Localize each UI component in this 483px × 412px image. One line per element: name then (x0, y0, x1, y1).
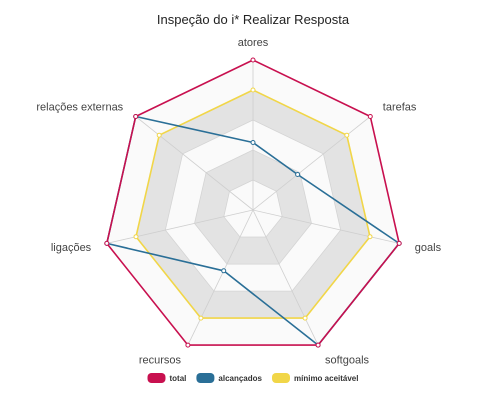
spoke-4 (187, 209, 254, 346)
spoke-5 (106, 209, 254, 244)
spoke-3 (252, 209, 319, 346)
legend-item-total[interactable]: total (147, 373, 187, 383)
series-mínimo-aceitável (133, 87, 373, 321)
legend-label: mínimo aceitável (294, 374, 358, 383)
legend-item-alcançados[interactable]: alcançados (196, 373, 263, 383)
data-point (302, 315, 308, 321)
legend-label: alcançados (218, 374, 262, 383)
legend-item-mínimo-aceitável[interactable]: mínimo aceitável (272, 373, 358, 383)
data-point (250, 140, 256, 145)
chart-title: Inspeção do i* Realizar Resposta (157, 12, 350, 27)
spoke-2 (252, 209, 400, 244)
series-total (104, 57, 402, 348)
data-point (156, 132, 162, 138)
radar-spokes (106, 60, 400, 346)
spoke-6 (135, 116, 254, 211)
data-point (250, 57, 256, 63)
legend-swatch (147, 373, 166, 383)
axis-label-2: goals (415, 242, 442, 254)
data-point (133, 114, 139, 119)
data-point (104, 240, 110, 246)
axis-label-3: softgoals (325, 355, 370, 367)
spoke-1 (252, 116, 371, 211)
data-point (367, 234, 373, 240)
axis-labels: atores tarefas goals softgoals recursos ligaç… (36, 37, 441, 367)
legend-swatch (196, 373, 215, 383)
legend-swatch (272, 373, 290, 383)
series-line (106, 59, 401, 346)
series-line (135, 89, 371, 319)
data-point (198, 315, 204, 321)
axis-label-5: ligações (51, 242, 92, 254)
legend-label: total (170, 374, 187, 383)
data-point (250, 87, 256, 93)
data-point (185, 342, 191, 348)
data-point (367, 114, 373, 119)
axis-label-4: recursos (139, 355, 182, 367)
axis-label-1: tarefas (383, 102, 417, 114)
data-point (221, 268, 227, 274)
axis-label-0: atores (238, 37, 269, 49)
data-point (396, 240, 402, 246)
legend[interactable]: total alcançados mínimo aceitável (147, 373, 359, 383)
data-point (315, 342, 321, 348)
data-point (133, 234, 139, 240)
data-point (344, 132, 350, 138)
axis-label-6: relações externas (36, 102, 123, 114)
radar-series (104, 57, 402, 348)
data-point (295, 172, 301, 177)
